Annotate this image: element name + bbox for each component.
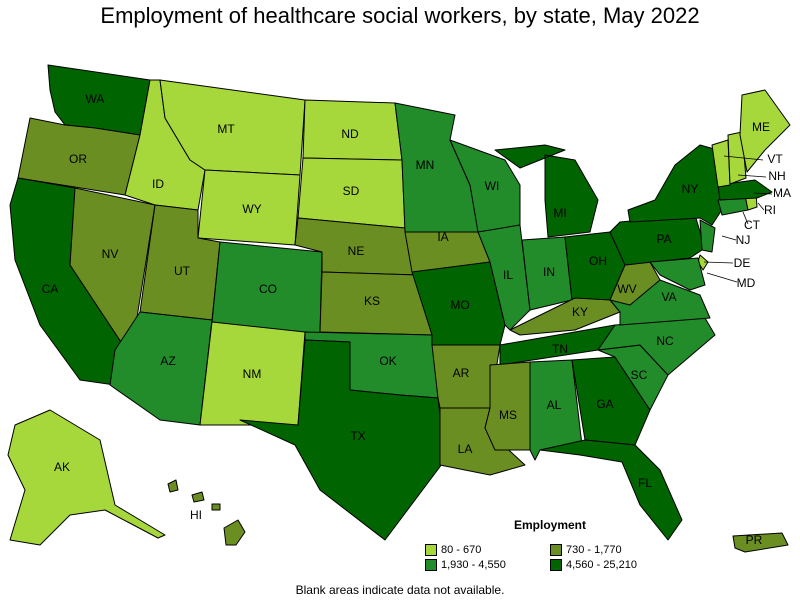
state-label-tx: TX [350,429,365,443]
legend-swatch [425,544,437,556]
state-label-md: MD [737,276,756,290]
state-label-fl: FL [638,476,652,490]
state-label-me: ME [752,120,770,134]
state-label-ca: CA [42,282,59,296]
state-label-wa: WA [86,92,105,106]
state-label-ma: MA [773,186,791,200]
labels-layer: WA OR CA NV ID MT WY UT AZ CO NM ND SD NE KS OK TX MN IA MO… [42,92,791,547]
state-hi [167,479,246,546]
state-ga [571,356,651,446]
state-nj [699,219,716,253]
state-label-hi: HI [190,508,202,522]
state-label-mt: MT [217,122,235,136]
state-label-ms: MS [499,408,517,422]
state-label-nj: NJ [736,233,751,247]
state-wv [609,261,661,306]
legend-item-class-1: 80 - 670 [425,544,550,556]
state-label-nv: NV [102,247,119,261]
state-label-wi: WI [485,179,500,193]
state-label-ga: GA [596,397,613,411]
state-label-wy: WY [242,202,261,216]
legend-label: 80 - 670 [441,544,482,556]
legend-label: 1,930 - 4,550 [441,559,506,571]
state-label-vt: VT [767,152,783,166]
state-label-ks: KS [364,294,380,308]
state-label-pa: PA [656,232,671,246]
state-label-in: IN [543,265,555,279]
state-label-or: OR [69,152,87,166]
state-nc [597,317,716,376]
legend-label: 730 - 1,770 [566,544,622,556]
state-tx [239,339,446,541]
legend-item-class-3: 1,930 - 4,550 [425,559,550,571]
state-label-tn: TN [552,342,568,356]
leader-lines [703,155,773,283]
state-label-nc: NC [656,334,674,348]
state-label-ct: CT [744,218,761,232]
footnote: Blank areas indicate data not available. [295,583,505,597]
state-label-va: VA [661,290,676,304]
state-label-co: CO [259,282,277,296]
state-vt [711,139,731,188]
state-label-nm: NM [243,367,262,381]
state-label-id: ID [152,177,164,191]
state-label-al: AL [547,398,562,412]
state-label-il: IL [503,268,513,282]
state-label-az: AZ [160,354,175,368]
state-label-ny: NY [682,182,699,196]
state-label-sc: SC [631,368,648,382]
state-label-wv: WV [617,282,636,296]
state-me [739,89,791,173]
states-layer [7,64,791,553]
legend-swatch [550,559,562,571]
state-ma [717,179,773,201]
legend-item-class-4: 4,560 - 25,210 [550,559,665,571]
state-label-mo: MO [450,298,469,312]
state-ak [7,409,166,546]
state-label-ia: IA [437,230,448,244]
legend-swatch [425,559,437,571]
state-label-ok: OK [379,354,396,368]
state-mi [494,144,599,238]
legend-label: 4,560 - 25,210 [566,559,637,571]
state-label-de: DE [734,256,751,270]
state-label-la: LA [458,442,473,456]
state-label-oh: OH [589,254,607,268]
map-title: Employment of healthcare social workers,… [100,3,700,28]
state-label-ri: RI [764,203,776,217]
state-label-nh: NH [768,169,785,183]
legend-title: Employment [513,518,586,532]
legend: Employment 80 - 670 730 - 1,770 1,930 - … [425,518,665,571]
state-ms [484,361,531,451]
state-md [649,257,706,291]
state-label-pr: PR [746,533,763,547]
state-label-ut: UT [174,264,191,278]
state-label-nd: ND [341,127,359,141]
state-label-mi: MI [553,206,566,220]
legend-swatch [550,544,562,556]
legend-item-class-2: 730 - 1,770 [550,544,665,556]
state-label-ar: AR [453,366,470,380]
state-pr [732,532,789,553]
state-label-ak: AK [54,460,70,474]
state-label-ne: NE [348,244,365,258]
state-label-mn: MN [416,158,435,172]
state-label-ky: KY [572,305,588,319]
state-fl [539,439,683,541]
state-ny [627,144,726,226]
state-label-sd: SD [343,184,360,198]
